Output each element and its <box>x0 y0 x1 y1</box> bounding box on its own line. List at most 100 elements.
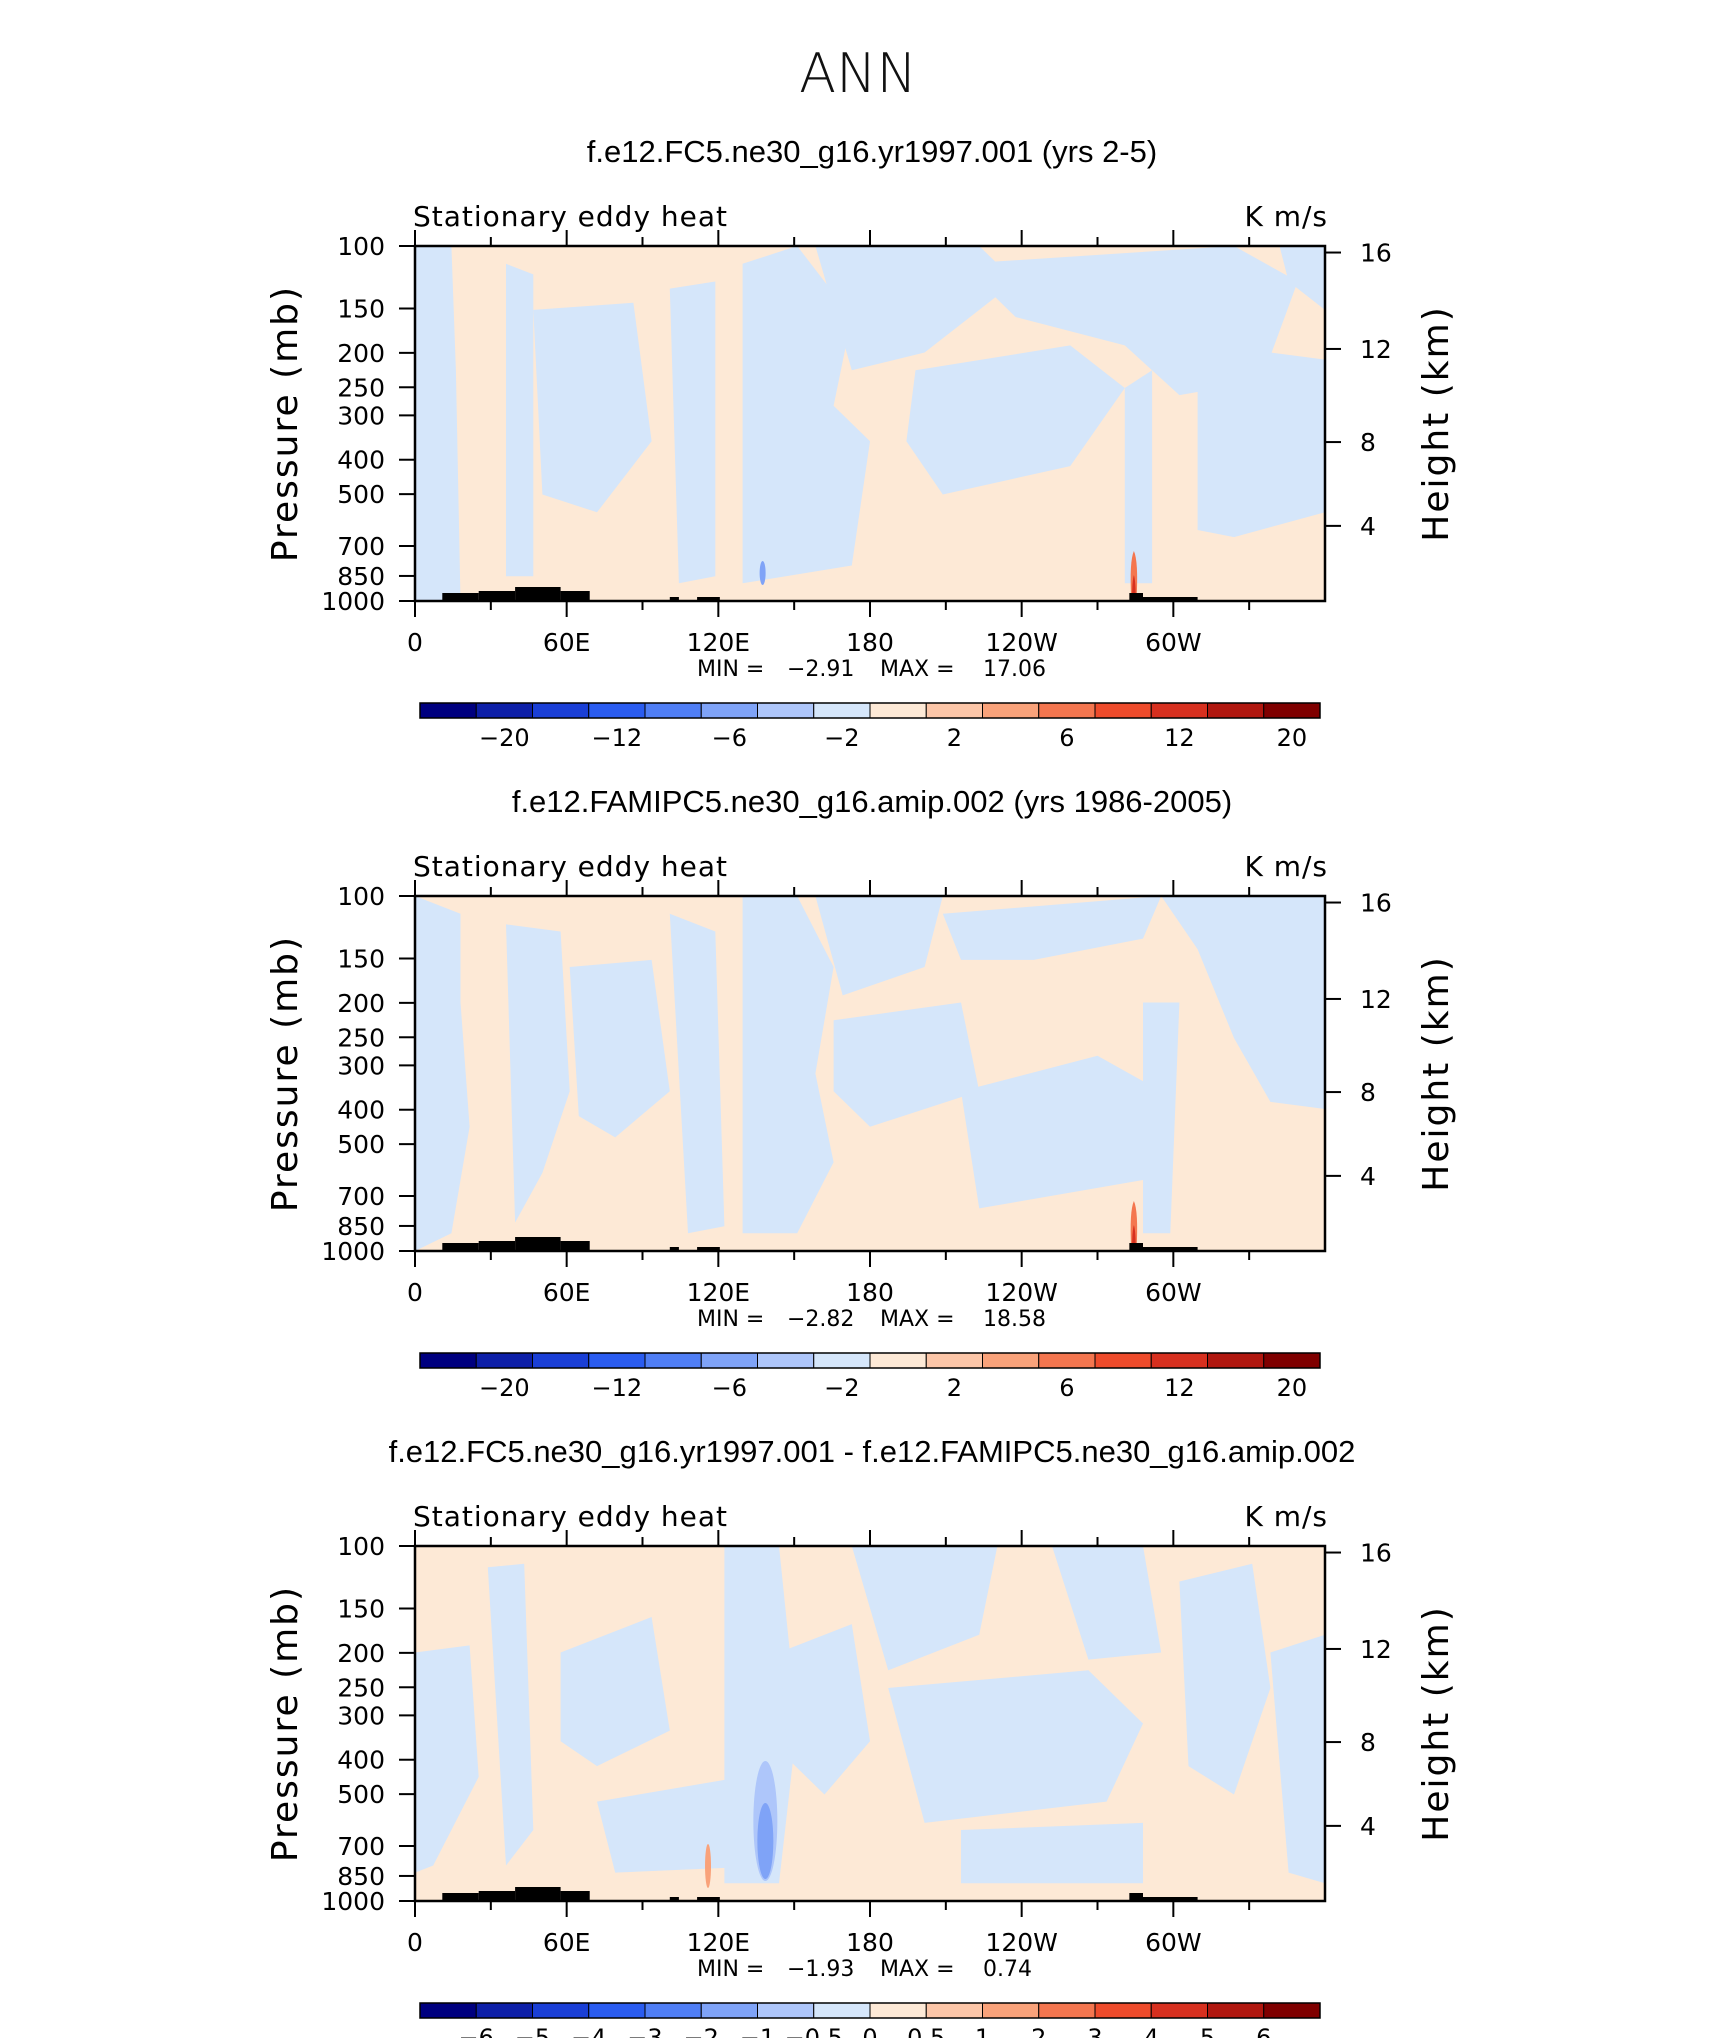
negative-region <box>506 263 534 577</box>
y-tick-label: 500 <box>337 1780 385 1809</box>
y-tick-label: 1000 <box>321 1887 385 1916</box>
y-tick-label: 150 <box>337 295 385 324</box>
negative-region <box>724 1546 798 1884</box>
warm-maximum <box>1130 551 1138 598</box>
max-value: 18.58 <box>983 1307 1046 1332</box>
colorbar-swatch <box>1150 2002 1208 2019</box>
x-tick-label: 120W <box>985 628 1057 657</box>
y-tick-label: 700 <box>337 532 385 561</box>
colorbar-swatch <box>813 2002 871 2019</box>
y-tick-label: 200 <box>337 1639 385 1668</box>
colorbar-swatch <box>475 2002 533 2019</box>
y-tick-label: 700 <box>337 1182 385 1211</box>
topography <box>1129 593 1143 601</box>
negative-region <box>942 896 1162 960</box>
colorbar-label: −0.5 <box>785 2024 843 2038</box>
topography <box>697 1897 720 1901</box>
colorbar-label: 0 <box>862 2024 877 2038</box>
topography <box>697 597 720 601</box>
topography <box>442 1243 479 1251</box>
y-axis-right-title: Height (km) <box>1416 305 1457 541</box>
cold-minimum <box>757 1803 774 1879</box>
colorbar-swatch <box>1094 1352 1152 1369</box>
topography <box>442 1893 479 1901</box>
y-tick-right-label: 8 <box>1360 1078 1376 1107</box>
cold-minimum <box>759 561 766 585</box>
negative-region <box>1197 352 1325 538</box>
y-tick-right-label: 12 <box>1360 985 1392 1014</box>
y-tick-right-label: 8 <box>1360 428 1376 457</box>
colorbar-label: 20 <box>1277 724 1308 752</box>
y-axis-title: Pressure (mb) <box>265 1585 306 1862</box>
negative-region <box>742 246 870 584</box>
y-tick-label: 250 <box>337 373 385 402</box>
colorbar-label: 5 <box>1200 2024 1215 2038</box>
y-tick-label: 400 <box>337 446 385 475</box>
colorbar-swatch <box>869 1352 927 1369</box>
colorbar-label: −20 <box>479 1374 530 1402</box>
colorbar-frame <box>419 2002 1321 2019</box>
x-tick-label: 60E <box>543 628 591 657</box>
y-tick-right-label: 4 <box>1360 512 1376 541</box>
colorbar-label: 4 <box>1144 2024 1159 2038</box>
colorbar-label: −5 <box>515 2024 550 2038</box>
colorbar-swatch <box>588 1352 646 1369</box>
units-label: K m/s <box>1244 200 1328 233</box>
colorbar-swatch <box>1150 702 1208 719</box>
y-tick-right-label: 16 <box>1360 889 1392 918</box>
colorbar-swatch <box>757 1352 815 1369</box>
topography <box>669 597 679 601</box>
y-tick-label: 200 <box>337 989 385 1018</box>
colorbar-swatch <box>1207 2002 1265 2019</box>
min-label: MIN = <box>697 1307 764 1332</box>
colorbar-swatch <box>700 2002 758 2019</box>
warm-spot <box>705 1844 712 1888</box>
topography <box>1143 1247 1198 1251</box>
y-tick-label: 150 <box>337 945 385 974</box>
colorbar-swatch <box>588 2002 646 2019</box>
colorbar-swatch <box>1263 1352 1321 1369</box>
variable-label: Stationary eddy heat <box>413 850 728 883</box>
x-tick-label: 180 <box>846 1278 894 1307</box>
negative-region <box>533 302 652 513</box>
negative-region <box>1279 246 1325 310</box>
negative-region <box>742 896 834 1234</box>
panel-title: f.e12.FC5.ne30_g16.yr1997.001 - f.e12.FA… <box>389 1434 1356 1469</box>
colorbar-swatch <box>644 702 702 719</box>
warm-peak <box>1132 1225 1136 1248</box>
x-tick-label: 120E <box>687 1928 751 1957</box>
y-tick-label: 700 <box>337 1832 385 1861</box>
negative-region <box>961 1822 1143 1884</box>
colorbar-swatch <box>588 702 646 719</box>
topography <box>515 1887 561 1901</box>
topography <box>560 1891 590 1901</box>
colorbar-label: 20 <box>1277 1374 1308 1402</box>
negative-region <box>560 1617 670 1767</box>
colorbar-swatch <box>1207 1352 1265 1369</box>
colorbar-swatch <box>644 1352 702 1369</box>
negative-region <box>506 924 570 1223</box>
max-value: 0.74 <box>983 1957 1032 1982</box>
y-tick-label: 500 <box>337 1130 385 1159</box>
panel-2: f.e12.FAMIPC5.ne30_g16.amip.002 (yrs 198… <box>265 784 1457 1402</box>
negative-region <box>569 959 670 1138</box>
colorbar-swatch <box>757 702 815 719</box>
colorbar-swatch <box>1038 2002 1096 2019</box>
x-tick-label: 120W <box>985 1278 1057 1307</box>
colorbar-swatch <box>982 2002 1040 2019</box>
max-label: MAX = <box>880 1307 955 1332</box>
colorbar-swatch <box>1150 1352 1208 1369</box>
y-tick-label: 300 <box>337 401 385 430</box>
x-tick-label: 180 <box>846 1928 894 1957</box>
max-label: MAX = <box>880 657 955 682</box>
colorbar-label: −2 <box>824 1374 859 1402</box>
colorbar-label: 12 <box>1164 1374 1195 1402</box>
topography <box>515 1237 561 1251</box>
negative-region <box>487 1563 534 1866</box>
y-tick-right-label: 8 <box>1360 1728 1376 1757</box>
colorbar-label: 3 <box>1087 2024 1102 2038</box>
colorbar-label: 2 <box>947 724 962 752</box>
y-axis-right-title: Height (km) <box>1416 1605 1457 1841</box>
colorbar-swatch <box>532 1352 590 1369</box>
y-tick-label: 150 <box>337 1595 385 1624</box>
